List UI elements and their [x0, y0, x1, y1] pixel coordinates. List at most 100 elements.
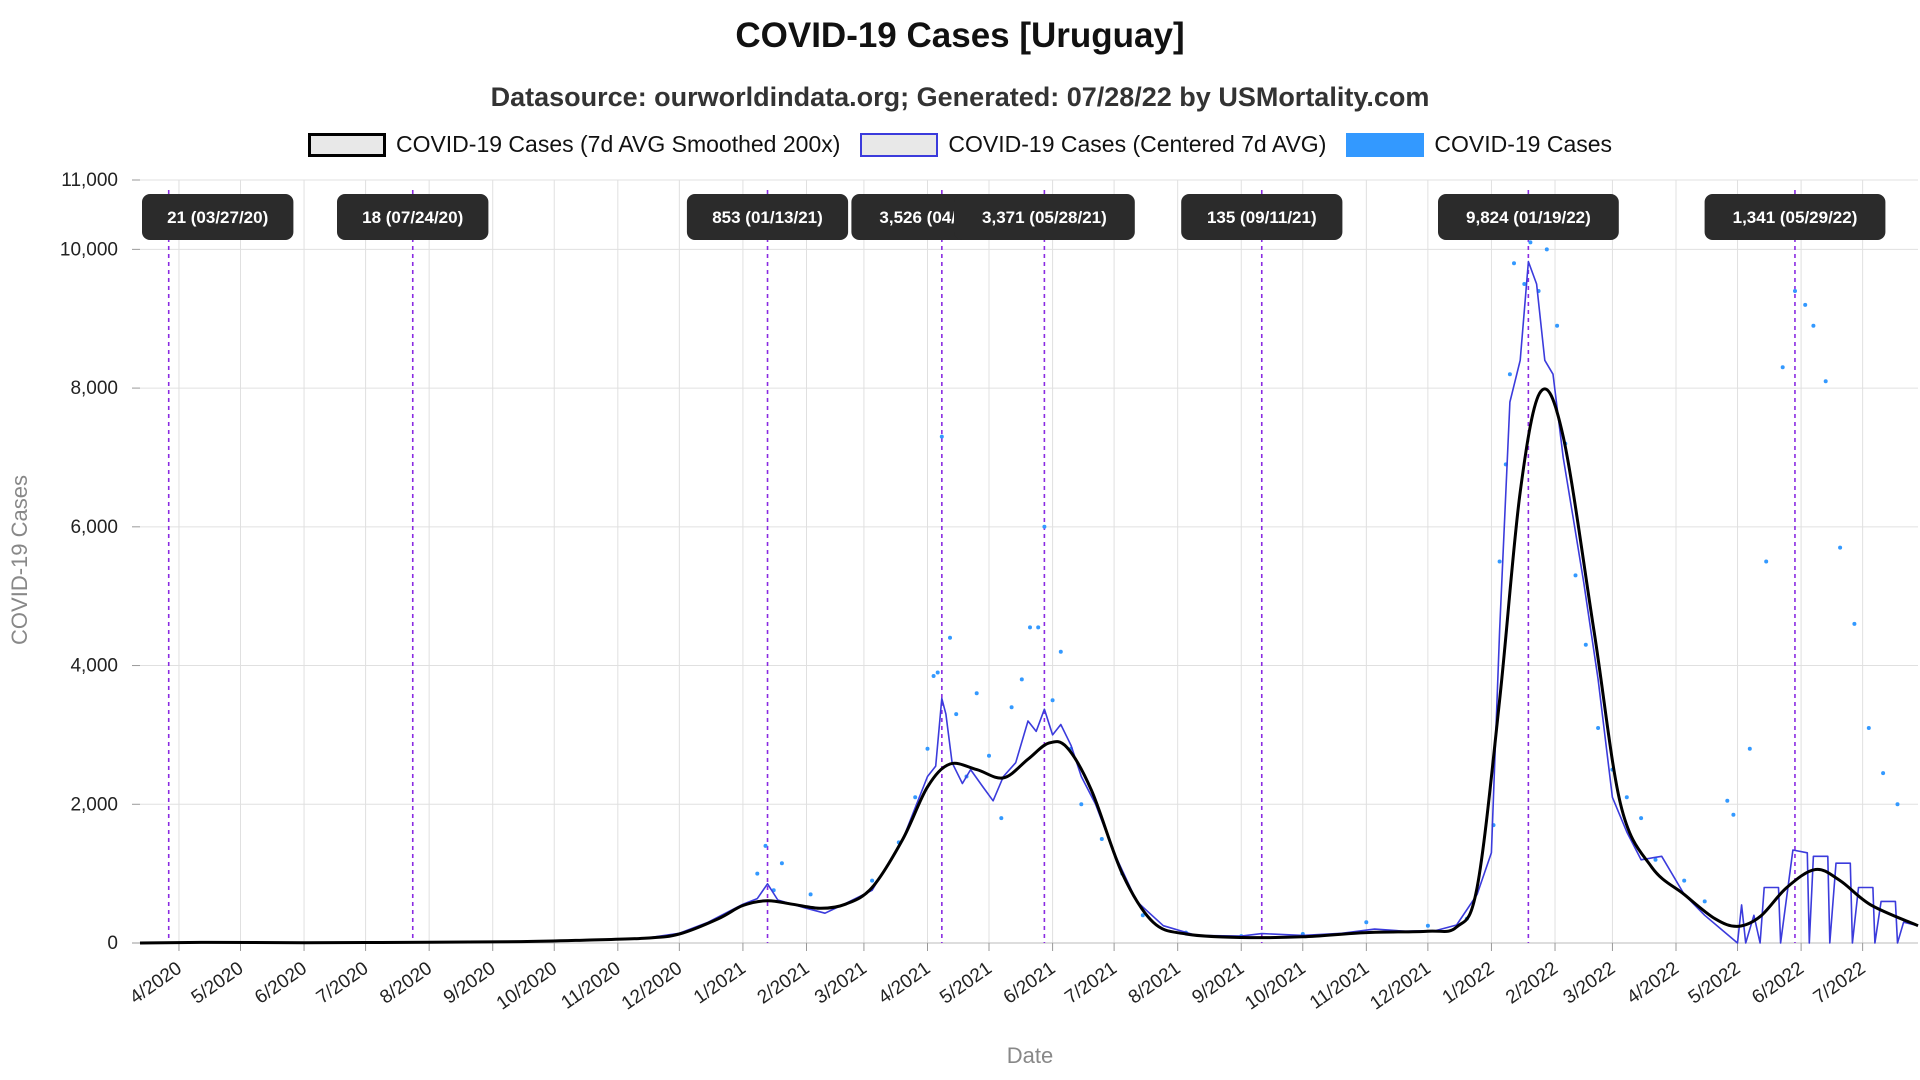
- data-point: [1780, 365, 1785, 370]
- data-point: [939, 434, 944, 439]
- chart-legend: COVID-19 Cases (7d AVG Smoothed 200x) CO…: [0, 131, 1920, 158]
- data-point: [1028, 625, 1032, 630]
- x-tick-label: 6/2021: [1000, 958, 1060, 1009]
- series-centered-avg: [139, 260, 1919, 944]
- series-line-smoothed: [139, 387, 1919, 945]
- x-tick-label: 12/2020: [618, 958, 686, 1015]
- chart-title: COVID-19 Cases [Uruguay]: [735, 16, 1185, 55]
- data-point: [1725, 798, 1730, 803]
- data-point: [925, 746, 930, 751]
- x-tick-label: 7/2021: [1061, 958, 1121, 1009]
- data-point: [1528, 240, 1533, 245]
- chart-subtitle: Datasource: ourworldindata.org; Generate…: [490, 82, 1430, 112]
- annotation-label: 3,371 (05/28/21): [982, 208, 1107, 227]
- data-point: [1811, 323, 1816, 328]
- x-tick-label: 4/2020: [126, 958, 186, 1009]
- data-point: [1079, 802, 1084, 807]
- data-point: [1507, 372, 1512, 377]
- legend-swatch-smoothed: [307, 132, 386, 157]
- data-point: [1852, 621, 1857, 626]
- x-tick-label: 5/2020: [188, 958, 248, 1009]
- data-point: [808, 892, 813, 897]
- data-point: [1895, 802, 1900, 807]
- x-tick-label: 12/2021: [1366, 958, 1434, 1015]
- data-point: [1583, 642, 1588, 647]
- data-point: [1639, 816, 1644, 821]
- x-tick-label: 9/2020: [440, 958, 500, 1009]
- legend-item-smoothed[interactable]: COVID-19 Cases (7d AVG Smoothed 200x): [307, 131, 840, 158]
- series-line-centered-avg: [139, 260, 1919, 944]
- data-point: [1555, 323, 1560, 328]
- x-tick-label: 7/2022: [1810, 958, 1870, 1009]
- legend-swatch-daily: [1346, 132, 1425, 157]
- data-point: [1573, 573, 1578, 578]
- x-tick-label: 2/2021: [754, 958, 814, 1009]
- x-tick-label: 3/2021: [811, 958, 871, 1009]
- annotation-markers: [167, 190, 1796, 943]
- data-point: [1838, 545, 1843, 550]
- data-point: [1140, 913, 1145, 918]
- legend-item-daily[interactable]: COVID-19 Cases: [1346, 131, 1612, 158]
- data-point: [1823, 379, 1828, 384]
- data-point: [1747, 746, 1752, 751]
- x-tick-label: 11/2021: [1306, 958, 1373, 1014]
- data-point: [1596, 726, 1601, 730]
- data-point: [1764, 559, 1769, 564]
- x-tick-label: 8/2021: [1125, 958, 1185, 1009]
- y-tick-label: 2,000: [70, 794, 118, 815]
- data-point: [870, 878, 875, 883]
- annotation-labels: 21 (03/27/20) 18 (07/24/20) 853 (01/13/21)…: [142, 194, 1886, 240]
- series-smoothed: [139, 387, 1919, 945]
- x-tick-label: 11/2020: [558, 958, 625, 1014]
- data-point: [987, 753, 991, 758]
- data-point: [1042, 524, 1047, 529]
- annotation-box: [686, 194, 849, 240]
- legend-swatch-centered-avg: [860, 132, 939, 157]
- annotation-box: [954, 194, 1135, 240]
- data-point: [1702, 899, 1707, 904]
- x-tick-label: 10/2020: [493, 958, 561, 1015]
- annotation-label: 21 (03/27/20): [167, 208, 268, 227]
- x-tick-label: 5/2022: [1685, 958, 1745, 1009]
- data-point: [1793, 289, 1797, 293]
- annotation-box: [1181, 194, 1343, 240]
- x-tick-label: 2/2022: [1502, 958, 1562, 1009]
- data-point: [931, 674, 936, 678]
- y-axis-ticks: 0 2,000 4,000 6,000 8,000 10,000 11,000: [60, 170, 140, 954]
- legend-item-centered-avg[interactable]: COVID-19 Cases (Centered 7d AVG): [860, 131, 1326, 158]
- y-tick-label: 11,000: [61, 170, 118, 191]
- x-tick-label: 1/2021: [690, 958, 750, 1009]
- y-tick-label: 4,000: [70, 656, 118, 677]
- y-axis-title: COVID-19 Cases: [7, 475, 32, 645]
- data-point: [1009, 705, 1014, 710]
- y-tick-label: 0: [107, 933, 118, 954]
- data-point: [974, 691, 979, 696]
- data-point: [763, 843, 768, 848]
- x-axis-title: Date: [1007, 1043, 1053, 1068]
- data-point: [1425, 923, 1430, 928]
- data-point: [1653, 857, 1658, 862]
- data-point: [1881, 771, 1886, 776]
- data-point: [1624, 795, 1629, 800]
- data-point: [935, 670, 940, 675]
- data-point: [948, 635, 952, 640]
- x-axis-ticks: 4/2020 5/2020 6/2020 7/2020 8/2020 9/202010/2…: [126, 943, 1869, 1014]
- x-tick-label: 3/2022: [1560, 958, 1620, 1009]
- x-tick-label: 4/2022: [1623, 958, 1683, 1009]
- grid-lines: [140, 179, 1918, 944]
- y-tick-label: 6,000: [70, 517, 118, 538]
- x-tick-label: 10/2021: [1241, 958, 1309, 1015]
- annotation-label: 9,824 (01/19/22): [1466, 208, 1591, 227]
- legend-label-centered-avg: COVID-19 Cases (Centered 7d AVG): [948, 131, 1327, 157]
- x-tick-label: 8/2020: [376, 958, 436, 1009]
- data-point: [779, 861, 784, 866]
- data-point: [1803, 302, 1808, 307]
- data-point: [1682, 878, 1687, 883]
- x-tick-label: 4/2021: [875, 958, 935, 1009]
- data-point: [1099, 837, 1104, 841]
- data-point: [1019, 677, 1024, 682]
- x-tick-label: 6/2022: [1748, 958, 1808, 1009]
- annotation-label: 135 (09/11/21): [1207, 208, 1317, 227]
- annotation-label: 18 (07/24/20): [362, 208, 463, 227]
